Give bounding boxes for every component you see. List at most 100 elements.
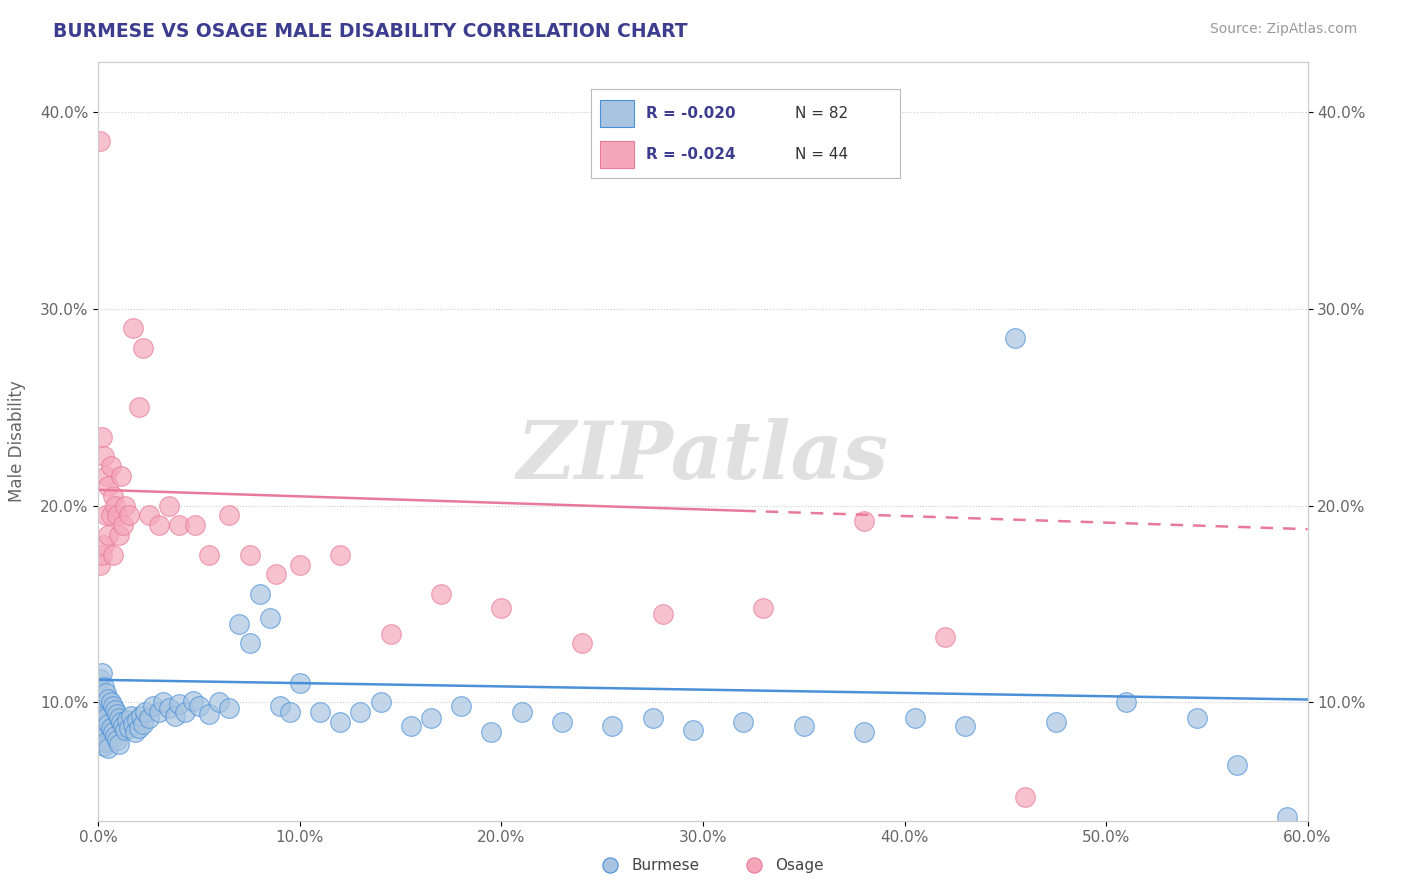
Point	[380, 626, 402, 640]
Point	[101, 548, 124, 562]
Point	[97, 528, 120, 542]
Point	[752, 601, 775, 615]
Point	[198, 707, 221, 722]
Point	[399, 719, 422, 733]
Point	[349, 706, 371, 720]
Point	[510, 706, 533, 720]
Point	[953, 719, 976, 733]
Point	[105, 707, 128, 722]
Point	[138, 508, 160, 523]
Point	[101, 725, 124, 739]
Point	[309, 706, 332, 720]
Point	[103, 703, 125, 717]
Point	[91, 665, 114, 680]
Text: Source: ZipAtlas.com: Source: ZipAtlas.com	[1209, 22, 1357, 37]
Point	[110, 469, 132, 483]
Point	[93, 680, 115, 694]
Point	[107, 711, 129, 725]
Point	[551, 715, 574, 730]
Point	[1045, 715, 1067, 730]
Point	[96, 735, 118, 749]
FancyBboxPatch shape	[600, 100, 634, 127]
Point	[93, 538, 115, 552]
Point	[1115, 696, 1137, 710]
Point	[188, 699, 211, 714]
Point	[142, 699, 165, 714]
Point	[259, 611, 281, 625]
Point	[641, 711, 664, 725]
Point	[1185, 711, 1208, 725]
Point	[128, 721, 150, 735]
Point	[132, 717, 155, 731]
Point	[111, 719, 134, 733]
Point	[101, 489, 124, 503]
Point	[91, 731, 114, 745]
FancyBboxPatch shape	[600, 141, 634, 168]
Point	[124, 725, 146, 739]
Point	[904, 711, 927, 725]
Text: R = -0.020: R = -0.020	[647, 106, 735, 120]
Point	[103, 729, 125, 743]
Point	[148, 518, 170, 533]
Point	[288, 675, 311, 690]
Text: ZIPatlas: ZIPatlas	[517, 418, 889, 495]
Point	[89, 672, 111, 686]
Point	[96, 508, 118, 523]
Text: R = -0.024: R = -0.024	[647, 147, 735, 161]
Point	[148, 706, 170, 720]
Point	[167, 518, 190, 533]
Point	[91, 703, 114, 717]
Point	[121, 717, 143, 731]
Point	[100, 459, 122, 474]
Point	[853, 514, 876, 528]
Point	[134, 706, 156, 720]
Point	[1226, 758, 1249, 772]
Point	[111, 518, 134, 533]
Point	[602, 719, 624, 733]
Point	[101, 699, 124, 714]
Point	[96, 685, 118, 699]
Point	[1014, 790, 1036, 805]
Point	[110, 715, 132, 730]
Point	[184, 518, 207, 533]
Point	[120, 709, 142, 723]
Point	[103, 499, 125, 513]
Point	[129, 709, 152, 723]
Point	[208, 696, 231, 710]
Point	[100, 721, 122, 735]
Point	[163, 709, 186, 723]
Point	[93, 739, 115, 753]
Point	[107, 528, 129, 542]
Point	[571, 636, 593, 650]
Point	[239, 548, 262, 562]
Point	[198, 548, 221, 562]
Point	[599, 858, 621, 872]
Point	[329, 548, 352, 562]
Point	[934, 631, 956, 645]
Point	[430, 587, 453, 601]
Point	[682, 723, 704, 737]
Point	[89, 558, 111, 572]
Point	[132, 341, 155, 355]
Point	[269, 699, 291, 714]
Point	[97, 717, 120, 731]
Point	[125, 713, 148, 727]
Point	[114, 723, 136, 737]
Point	[167, 698, 190, 712]
Point	[239, 636, 262, 650]
Point	[420, 711, 443, 725]
Point	[118, 721, 141, 735]
Point	[128, 400, 150, 414]
Point	[174, 706, 197, 720]
Point	[114, 499, 136, 513]
Point	[181, 693, 204, 707]
Point	[288, 558, 311, 572]
Point	[278, 706, 301, 720]
Point	[115, 713, 138, 727]
Point	[91, 429, 114, 443]
Point	[89, 699, 111, 714]
Text: N = 44: N = 44	[794, 147, 848, 161]
Point	[651, 607, 673, 621]
Point	[105, 508, 128, 523]
Point	[97, 691, 120, 706]
